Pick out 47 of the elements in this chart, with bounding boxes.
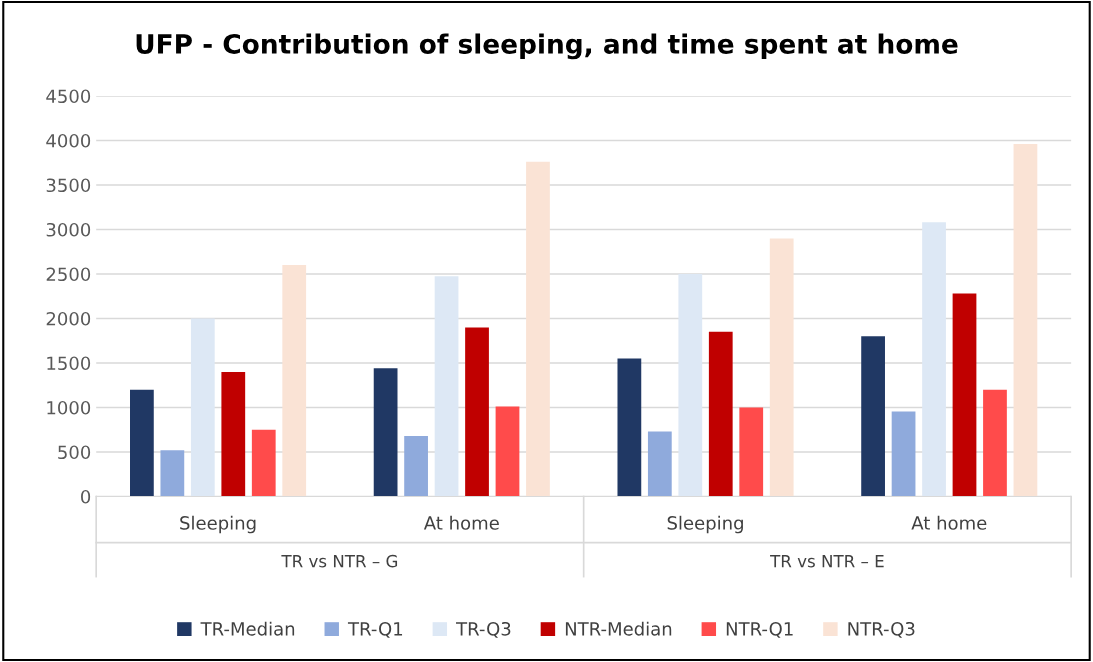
bar [891,411,916,497]
bar [678,273,703,497]
chart-title: UFP - Contribution of sleeping, and time spent at home [136,33,958,60]
bar [251,429,276,497]
y-tick-label: 2500 [46,267,91,282]
bar [373,368,398,497]
bar [739,407,764,497]
y-tick-label: 4000 [46,133,91,148]
y-tick-label: 0 [81,489,91,504]
bar [130,389,154,497]
y-tick-label: 3000 [46,222,91,237]
legend-label: NTR-Q3 [848,621,915,638]
bar [282,265,307,497]
bar [160,450,185,497]
bar [952,293,977,497]
bar [465,327,489,497]
y-tick-label: 4500 [46,89,91,104]
bar [617,358,642,497]
bar [861,336,885,497]
y-tick-label: 1000 [47,400,91,415]
bar [983,389,1007,497]
bar [434,276,459,497]
bar [647,431,672,497]
x-tick-label: At home [911,515,987,530]
legend-label: NTR-Median [565,621,672,636]
legend-label: TR-Median [200,621,295,636]
bar [769,238,794,497]
legend-label: TR-Q3 [456,621,511,638]
x-tick-label: Sleeping [667,515,743,534]
bar [922,222,946,497]
y-tick-label: 2000 [46,311,91,326]
legend-label: NTR-Q1 [726,621,793,638]
y-tick-label: 3500 [46,178,91,193]
text: TR vs NTR – E [770,555,884,568]
bar [526,161,550,497]
bar [495,406,520,497]
y-tick-label: 1500 [47,356,91,371]
x-tick-label: Sleeping [180,515,256,534]
bar [1013,144,1038,497]
bar [404,435,428,497]
bar [221,371,246,497]
bar [708,331,733,497]
bar [190,318,215,497]
y-tick-label: 500 [58,445,91,460]
text: TR vs NTR – G [281,554,398,568]
legend-label: TR-Q1 [347,621,403,638]
x-tick-label: At home [423,515,499,530]
